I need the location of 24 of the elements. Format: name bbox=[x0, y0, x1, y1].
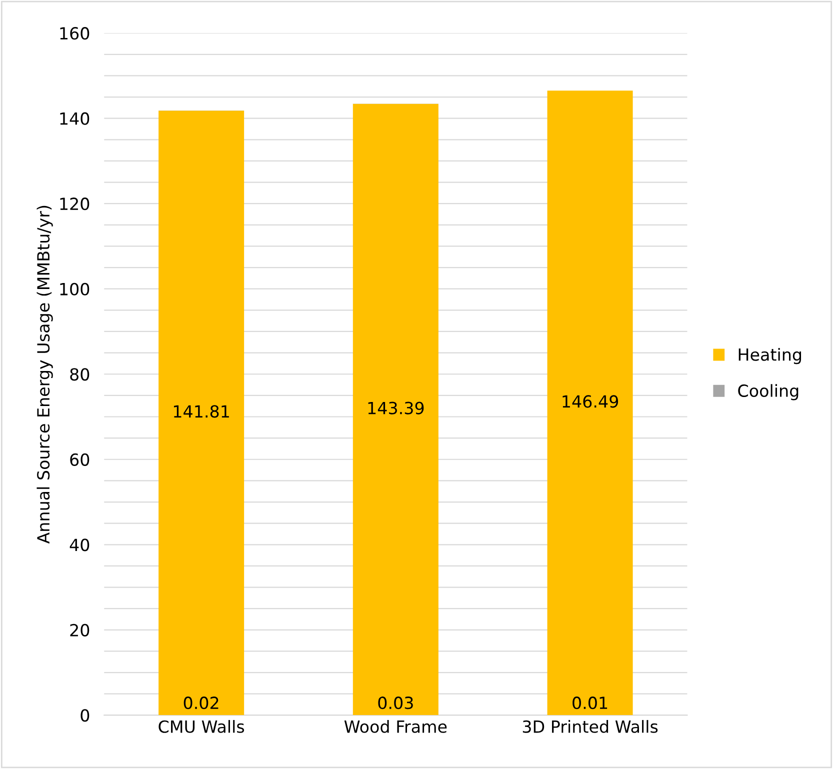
x-tick-label: CMU Walls bbox=[158, 720, 244, 733]
y-tick-label: 100 bbox=[60, 282, 90, 296]
annotation: 0.02 bbox=[184, 696, 218, 710]
data-label: 146.49 bbox=[562, 395, 618, 408]
y-tick-label: 160 bbox=[60, 27, 90, 40]
y-tick-label: 140 bbox=[60, 112, 90, 125]
data-label: 143.39 bbox=[368, 402, 424, 414]
annotation: 0.03 bbox=[378, 696, 413, 710]
bar bbox=[352, 104, 438, 716]
x-tick-label: Wood Frame bbox=[344, 720, 447, 733]
legend-label: Heating bbox=[738, 348, 802, 364]
data-label: 141.81 bbox=[174, 405, 229, 418]
y-tick-label: 120 bbox=[60, 198, 90, 210]
y-axis-title: Annual Source Energy Usage (MMBtu/yr) bbox=[36, 206, 53, 544]
y-tick-label: 20 bbox=[70, 624, 90, 636]
y-tick-label: 0 bbox=[80, 709, 90, 722]
bar bbox=[158, 110, 244, 716]
y-tick-label: 80 bbox=[70, 368, 90, 381]
y-tick-label: 60 bbox=[70, 453, 90, 466]
bar bbox=[547, 90, 633, 716]
x-tick-label: 3D Printed Walls bbox=[522, 720, 658, 733]
legend-label: Cooling bbox=[738, 384, 798, 400]
y-tick-label: 40 bbox=[70, 538, 90, 552]
annotation: 0.01 bbox=[572, 696, 608, 710]
